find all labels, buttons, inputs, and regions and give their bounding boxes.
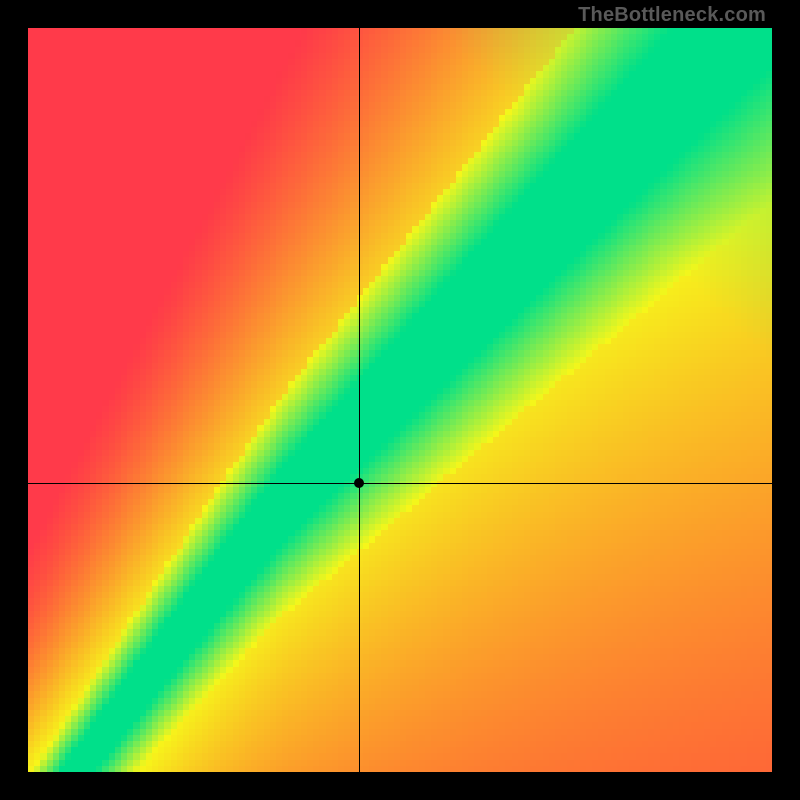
crosshair-vertical — [359, 28, 360, 772]
crosshair-horizontal — [28, 483, 772, 484]
data-point — [354, 478, 364, 488]
bottleneck-heatmap — [28, 28, 772, 772]
watermark-text: TheBottleneck.com — [578, 4, 766, 27]
plot-area — [28, 28, 772, 772]
outer-frame: TheBottleneck.com — [0, 0, 800, 800]
